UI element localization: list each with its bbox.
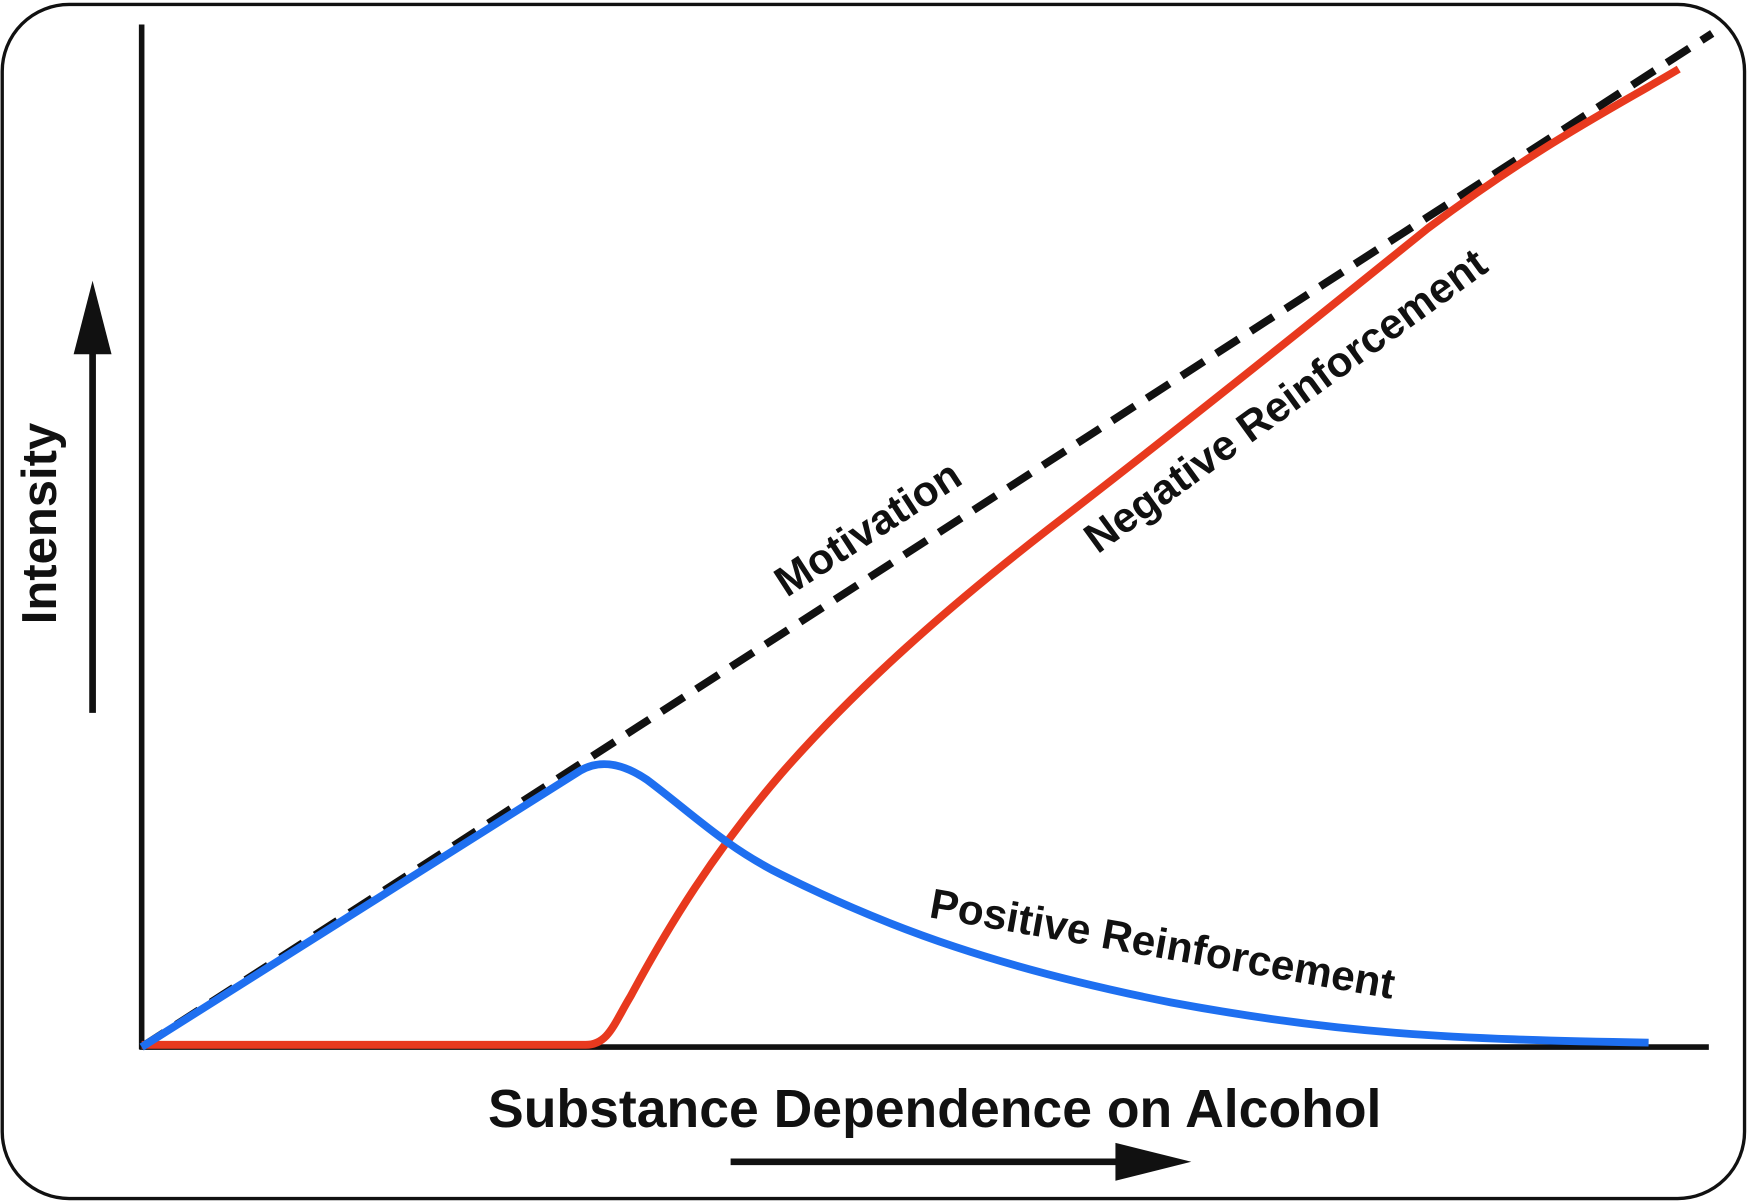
- y-arrowhead: [73, 280, 112, 355]
- positive-reinforcement-curve: [139, 760, 1649, 1051]
- x-arrowhead: [1115, 1142, 1192, 1181]
- x-axis-label: Substance Dependence on Alcohol: [488, 1080, 1381, 1139]
- negative-reinforcement-curve: [141, 65, 1681, 1049]
- y-axis-label: Intensity: [13, 423, 67, 624]
